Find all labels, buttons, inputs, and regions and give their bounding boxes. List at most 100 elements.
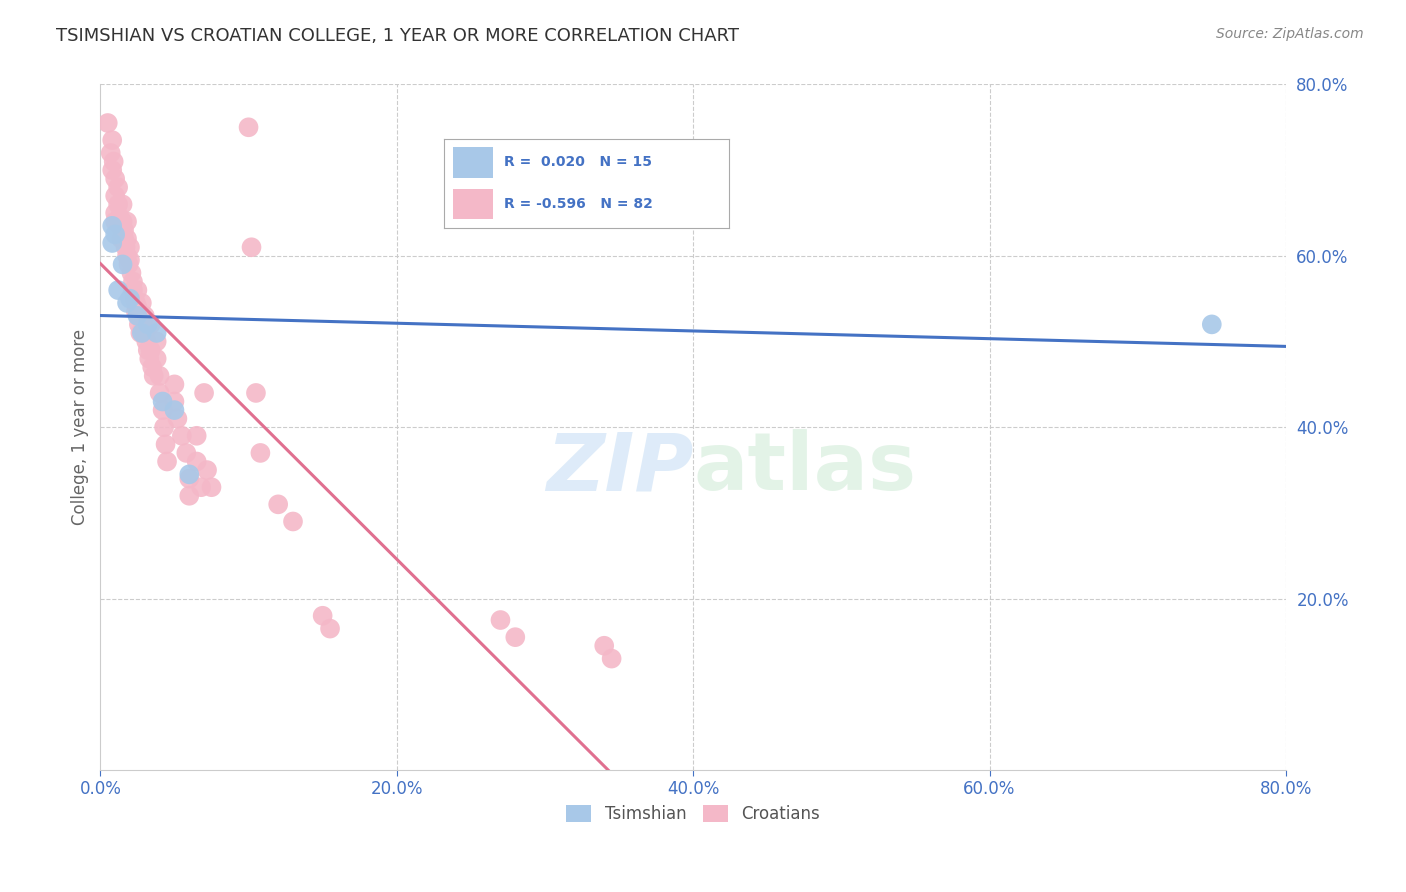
Point xyxy=(281,515,304,529)
Point xyxy=(101,133,124,147)
Point xyxy=(115,249,138,263)
Point xyxy=(267,497,290,511)
Point xyxy=(195,463,218,477)
Point xyxy=(156,454,179,468)
Point xyxy=(200,480,222,494)
Point xyxy=(249,446,271,460)
Point xyxy=(186,454,208,468)
Point xyxy=(125,296,148,310)
Point xyxy=(103,154,125,169)
Point xyxy=(132,321,155,335)
Point xyxy=(104,227,127,242)
Point xyxy=(163,394,186,409)
Point xyxy=(193,386,215,401)
Point xyxy=(131,326,153,340)
Point xyxy=(176,446,198,460)
Point xyxy=(108,219,131,233)
Point xyxy=(101,235,124,250)
Point xyxy=(115,232,138,246)
Point xyxy=(128,318,150,332)
Point xyxy=(127,283,149,297)
Point xyxy=(186,429,208,443)
Point xyxy=(127,300,149,314)
Legend: Tsimshian, Croatians: Tsimshian, Croatians xyxy=(567,805,820,823)
Point xyxy=(311,608,333,623)
Point xyxy=(139,343,162,357)
Point xyxy=(503,630,526,644)
Point xyxy=(128,309,150,323)
Y-axis label: College, 1 year or more: College, 1 year or more xyxy=(72,329,89,525)
Point xyxy=(104,171,127,186)
Point xyxy=(104,214,127,228)
Point xyxy=(145,326,167,340)
Point xyxy=(108,211,131,225)
Point xyxy=(142,368,165,383)
Point xyxy=(1201,318,1223,332)
Point xyxy=(170,429,193,443)
Text: Source: ZipAtlas.com: Source: ZipAtlas.com xyxy=(1216,27,1364,41)
Point xyxy=(152,394,174,409)
Point xyxy=(600,651,623,665)
Point xyxy=(134,326,156,340)
Point xyxy=(100,146,122,161)
Point xyxy=(145,351,167,366)
Point xyxy=(127,309,149,323)
Point xyxy=(134,309,156,323)
Point xyxy=(152,403,174,417)
Point xyxy=(118,292,141,306)
Point xyxy=(153,420,176,434)
Point xyxy=(179,467,201,482)
Point xyxy=(163,377,186,392)
Point xyxy=(131,313,153,327)
Point xyxy=(129,326,152,340)
Point xyxy=(117,257,139,271)
Point xyxy=(112,223,135,237)
Point xyxy=(101,219,124,233)
Point xyxy=(114,240,136,254)
Point xyxy=(163,403,186,417)
Point xyxy=(138,351,160,366)
Point xyxy=(149,368,172,383)
Point xyxy=(238,120,260,135)
Point xyxy=(190,480,212,494)
Point xyxy=(240,240,263,254)
Point xyxy=(135,334,157,349)
Point xyxy=(104,189,127,203)
Point xyxy=(145,334,167,349)
Point xyxy=(489,613,512,627)
Point xyxy=(155,437,177,451)
Point xyxy=(111,197,134,211)
Point xyxy=(107,197,129,211)
Point xyxy=(124,292,146,306)
Point xyxy=(107,283,129,297)
Point xyxy=(166,411,188,425)
Point xyxy=(319,622,342,636)
Point xyxy=(179,472,201,486)
Point xyxy=(101,163,124,178)
Point xyxy=(122,275,145,289)
Point xyxy=(115,296,138,310)
Point xyxy=(112,232,135,246)
Point xyxy=(593,639,616,653)
Text: atlas: atlas xyxy=(693,429,917,508)
Point xyxy=(118,253,141,268)
Point xyxy=(136,343,159,357)
Point xyxy=(97,116,120,130)
Point xyxy=(115,214,138,228)
Point xyxy=(111,214,134,228)
Point xyxy=(136,318,159,332)
Point xyxy=(125,304,148,318)
Point xyxy=(111,257,134,271)
Point xyxy=(245,386,267,401)
Text: ZIP: ZIP xyxy=(546,429,693,508)
Point xyxy=(110,232,132,246)
Point xyxy=(122,283,145,297)
Point xyxy=(141,360,163,375)
Point xyxy=(104,206,127,220)
Point xyxy=(139,318,162,332)
Point xyxy=(118,240,141,254)
Point xyxy=(149,386,172,401)
Text: TSIMSHIAN VS CROATIAN COLLEGE, 1 YEAR OR MORE CORRELATION CHART: TSIMSHIAN VS CROATIAN COLLEGE, 1 YEAR OR… xyxy=(56,27,740,45)
Point xyxy=(179,489,201,503)
Point xyxy=(107,180,129,194)
